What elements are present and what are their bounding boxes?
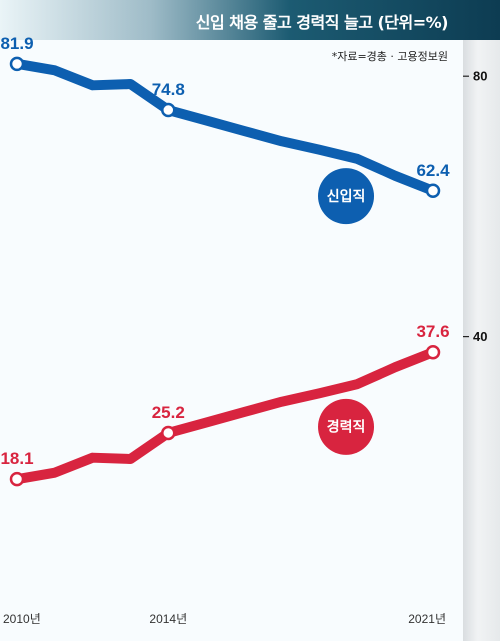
series-line-career (12, 347, 438, 485)
series-badge-entry (318, 168, 375, 225)
title-bar: 신입 채용 줄고 경력직 늘고 (단위=%) (0, 0, 500, 40)
data-label-entry: 81.9 (0, 34, 33, 53)
data-label-career: 37.6 (416, 322, 449, 341)
data-label-entry: 74.8 (152, 80, 185, 99)
data-label-career: 18.1 (0, 449, 33, 468)
data-point-entry (161, 102, 176, 118)
series-badge-career (318, 398, 375, 455)
data-point-entry (425, 183, 441, 199)
series-badge-label-entry: 신입직 (327, 188, 366, 204)
data-point-entry (9, 56, 25, 72)
x-tick-label: 2021년 (408, 612, 446, 626)
y-tick-label: 40 (473, 329, 487, 344)
y-tick-label: 80 (473, 69, 487, 84)
chart-title: 신입 채용 줄고 경력직 늘고 (단위=%) (195, 13, 449, 32)
data-point-career (161, 425, 176, 441)
data-point-career (425, 344, 441, 360)
source-note: *자료=경총 · 고용정보원 (331, 50, 448, 63)
data-point-career (9, 471, 25, 487)
x-tick-label: 2014년 (149, 612, 187, 626)
data-label-entry: 62.4 (416, 161, 450, 180)
y-axis-strip (463, 40, 500, 641)
series-badge-label-career: 경력직 (327, 419, 366, 435)
data-label-career: 25.2 (152, 403, 185, 422)
series-line-entry (12, 58, 438, 196)
x-tick-label: 2010년 (3, 612, 41, 626)
